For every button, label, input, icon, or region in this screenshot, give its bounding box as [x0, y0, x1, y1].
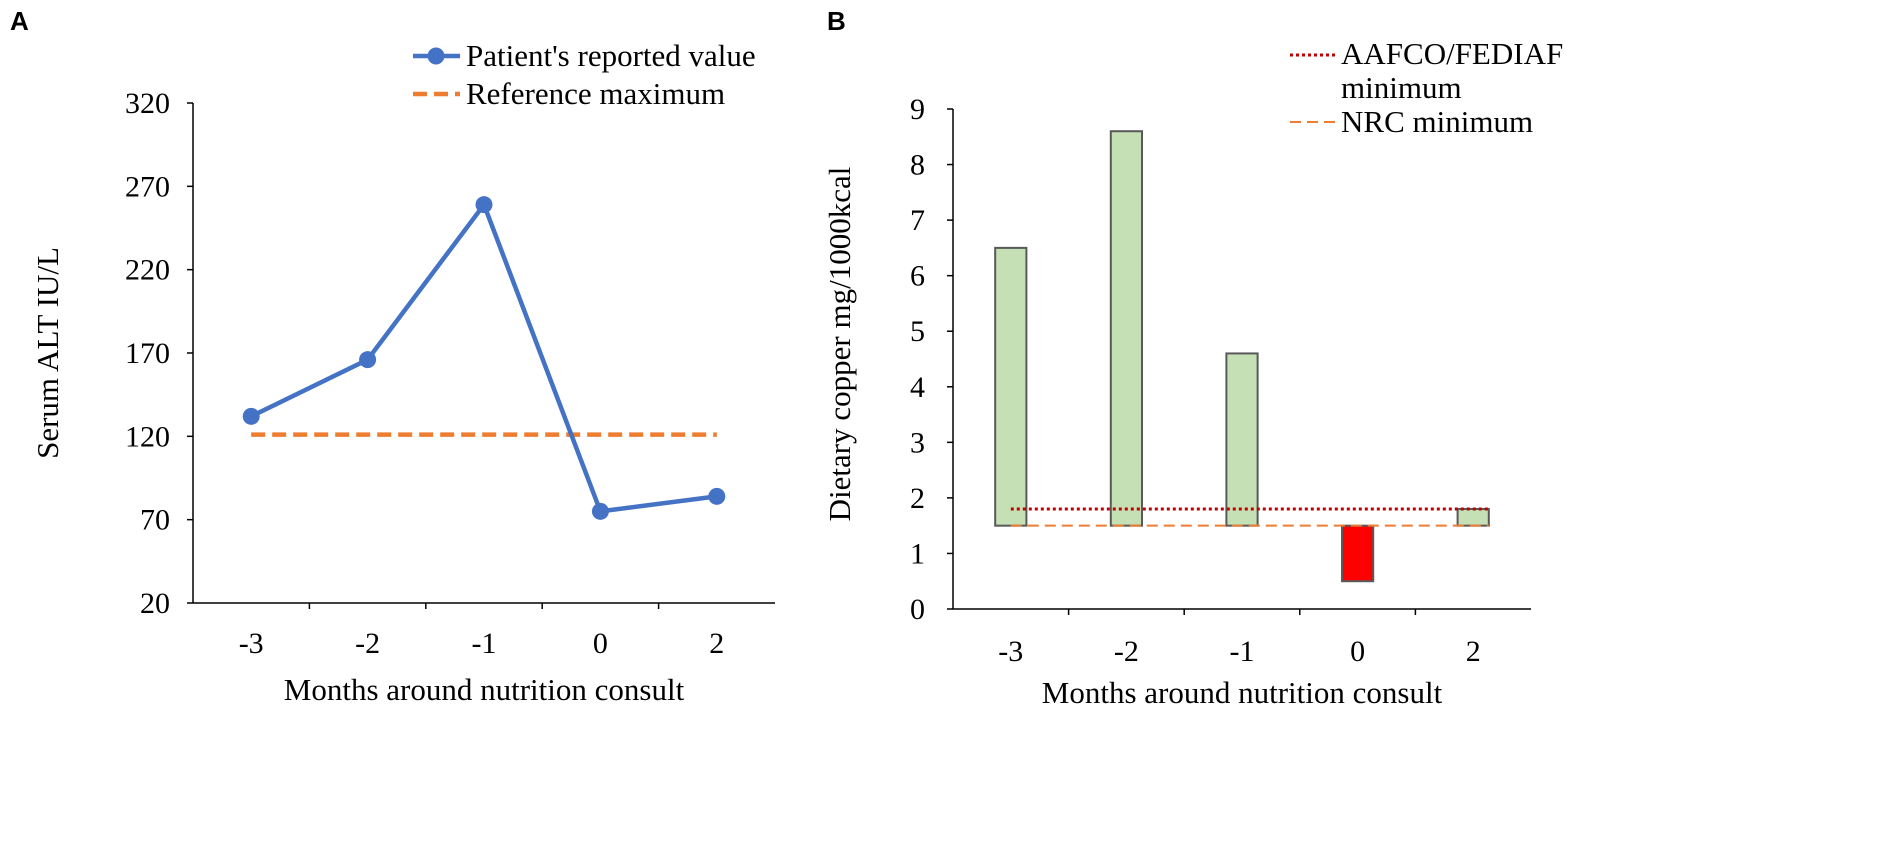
x-tick-label: -3: [239, 627, 264, 660]
patient-value-point: [242, 407, 260, 425]
legend-label-aafco-line2: minimum: [1341, 70, 1462, 105]
patient-value-line: [250, 202, 718, 514]
copper-bar: [1456, 508, 1490, 527]
panel-label-b: B: [827, 6, 846, 36]
y-tick-label: 70: [140, 504, 170, 537]
x-tick-label: 0: [1350, 635, 1365, 668]
x-tick-label: -1: [472, 627, 497, 660]
y-tick-label: 4: [910, 371, 925, 404]
x-tick-label: 2: [709, 627, 724, 660]
legend-swatch-patient-marker: [427, 47, 445, 65]
y-tick-label: 0: [910, 593, 925, 626]
legend-label-aafco-line1: AAFCO/FEDIAF: [1341, 36, 1563, 71]
x-tick-label: -3: [998, 635, 1023, 668]
y-tick-label: 2: [910, 482, 925, 515]
x-axis-title: Months around nutrition consult: [284, 672, 685, 707]
x-tick-label: 2: [1466, 635, 1481, 668]
copper-bar: [994, 246, 1028, 527]
y-tick-label: 5: [910, 315, 925, 348]
legend-label-patient: Patient's reported value: [466, 38, 756, 73]
y-tick-label: 6: [910, 260, 925, 293]
panel-label-a: A: [10, 6, 29, 36]
panel-a-chart: 20 70 120 170 220 270 320 -3 -2 -1 0 2 Months around…: [30, 38, 775, 707]
y-tick-label: 320: [125, 87, 170, 120]
patient-value-point: [708, 487, 726, 505]
y-tick-label: 8: [910, 149, 925, 182]
y-axis-title: Dietary copper mg/1000kcal: [822, 167, 857, 522]
y-tick-label: 9: [910, 93, 925, 126]
copper-bar: [1225, 352, 1259, 527]
x-axis-title: Months around nutrition consult: [1042, 675, 1443, 710]
panel-b-chart: 0 1 2 3 4 5 6 7 8 9 -3 -2 -1 0 2 Months around nutritio…: [822, 36, 1563, 710]
y-tick-label: 170: [125, 337, 170, 370]
copper-bar: [1340, 524, 1375, 583]
y-tick-label: 7: [910, 204, 925, 237]
patient-value-point: [591, 502, 609, 520]
patient-value-point: [359, 351, 377, 369]
x-tick-label: -2: [355, 627, 380, 660]
x-tick-label: 0: [593, 627, 608, 660]
copper-bar: [1109, 130, 1144, 527]
x-tick-label: -1: [1230, 635, 1255, 668]
y-tick-label: 120: [125, 420, 170, 453]
y-tick-label: 20: [140, 587, 170, 620]
patient-value-point: [475, 196, 493, 214]
y-tick-label: 220: [125, 254, 170, 287]
y-tick-label: 1: [910, 537, 925, 570]
legend-label-nrc: NRC minimum: [1341, 104, 1533, 139]
y-tick-label: 3: [910, 426, 925, 459]
x-tick-label: -2: [1114, 635, 1139, 668]
y-axis-title: Serum ALT IU/L: [30, 247, 65, 459]
y-tick-label: 270: [125, 170, 170, 203]
legend-label-reference: Reference maximum: [466, 76, 725, 111]
